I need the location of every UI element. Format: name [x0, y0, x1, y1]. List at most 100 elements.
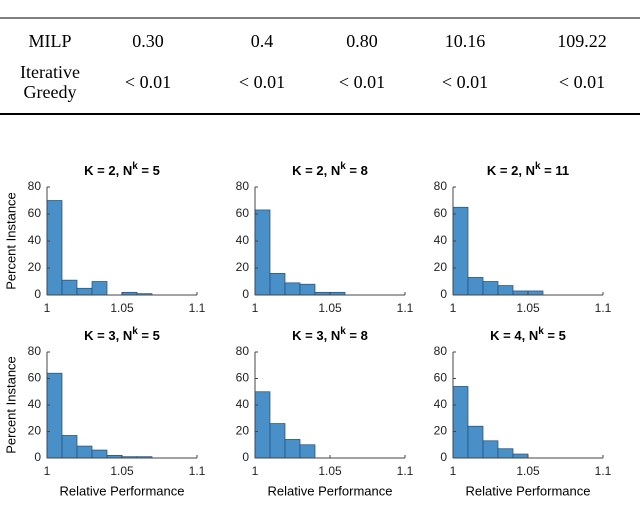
y-tick-label: 40 — [28, 397, 42, 411]
title-part: k — [340, 161, 346, 172]
bar — [269, 273, 286, 296]
chart-title: K = 3, Nk = 5 — [84, 326, 160, 343]
bar — [61, 435, 78, 459]
x-tick-label: 1.05 — [516, 301, 540, 315]
bar — [61, 279, 78, 296]
x-tick-label: 1 — [252, 301, 259, 315]
x-tick-label: 1.1 — [397, 301, 414, 315]
title-part: K = 2, N — [292, 163, 340, 178]
title-part: K = 3, N — [292, 328, 340, 343]
table-cell: < 0.01 — [239, 72, 285, 92]
table-cell: < 0.01 — [125, 72, 171, 92]
y-tick-label: 60 — [28, 371, 42, 385]
title-part: = 5 — [138, 328, 160, 343]
bar — [76, 445, 93, 459]
x-tick-label: 1.1 — [595, 301, 612, 315]
bar — [452, 386, 469, 459]
x-axis-label: Relative Performance — [466, 483, 591, 498]
x-tick-label: 1.05 — [110, 301, 134, 315]
y-tick-label: 0 — [242, 287, 249, 301]
chart-title: K = 3, Nk = 8 — [292, 326, 368, 343]
x-tick-label: 1 — [252, 464, 259, 478]
y-tick-label: 80 — [236, 344, 250, 358]
bar — [254, 391, 271, 459]
title-part: k — [340, 326, 346, 337]
y-tick-label: 40 — [434, 397, 448, 411]
y-tick-label: 0 — [440, 287, 447, 301]
chart: K = 3, Nk = 5 0 20 40 60 80 1 1.05 1.1 Percent In… — [3, 326, 205, 498]
x-tick-label: 1.1 — [595, 464, 612, 478]
title-part: k — [535, 161, 541, 172]
chart: K = 4, Nk = 5 0 20 40 60 80 1 1.05 1.1 Relative P… — [434, 326, 612, 498]
bar — [527, 290, 544, 296]
title-part: = 5 — [138, 163, 160, 178]
y-tick-label: 60 — [434, 371, 448, 385]
x-tick-label: 1.1 — [189, 301, 206, 315]
bar — [46, 200, 63, 296]
table-cell: MILP — [28, 31, 71, 51]
title-part: = 5 — [544, 328, 566, 343]
bar — [91, 449, 108, 459]
x-tick-label: 1.05 — [318, 301, 342, 315]
bar — [482, 440, 499, 459]
table-cell: 0.30 — [132, 31, 164, 51]
bar — [299, 283, 316, 296]
bar — [467, 425, 484, 459]
x-tick-label: 1.05 — [318, 464, 342, 478]
chart-title: K = 2, Nk = 11 — [487, 161, 569, 178]
x-tick-label: 1 — [44, 301, 51, 315]
title-part: K = 4, N — [490, 328, 538, 343]
bar — [497, 448, 514, 459]
y-tick-label: 60 — [236, 371, 250, 385]
chart-title: K = 4, Nk = 5 — [490, 326, 566, 343]
y-tick-label: 20 — [28, 260, 42, 274]
title-part: k — [538, 326, 544, 337]
y-tick-label: 80 — [28, 179, 42, 193]
title-part: k — [132, 161, 138, 172]
y-tick-label: 0 — [440, 450, 447, 464]
y-axis-label: Percent Instance — [3, 356, 18, 454]
title-part: = 11 — [541, 163, 570, 178]
y-tick-label: 40 — [236, 233, 250, 247]
title-part: K = 2, N — [84, 163, 132, 178]
table-cell: 0.4 — [251, 31, 274, 51]
y-tick-label: 20 — [236, 424, 250, 438]
bar — [497, 285, 514, 296]
y-tick-label: 60 — [28, 206, 42, 220]
table-cell: 0.80 — [346, 31, 378, 51]
x-tick-label: 1.05 — [516, 464, 540, 478]
x-axis-label: Relative Performance — [60, 483, 185, 498]
y-tick-label: 40 — [434, 233, 448, 247]
table-cell: < 0.01 — [339, 72, 385, 92]
y-axis-label: Percent Instance — [3, 192, 18, 290]
x-tick-label: 1 — [450, 464, 457, 478]
x-tick-label: 1 — [450, 301, 457, 315]
chart: K = 2, Nk = 11 0 20 40 60 80 1 1.05 1.1 — [434, 161, 612, 315]
title-part: K = 3, N — [84, 328, 132, 343]
chart: K = 2, Nk = 8 0 20 40 60 80 1 1.05 1.1 — [236, 161, 414, 315]
chart-title: K = 2, Nk = 8 — [292, 161, 368, 178]
bar — [284, 439, 301, 459]
title-part: = 8 — [346, 328, 368, 343]
y-tick-label: 20 — [236, 260, 250, 274]
title-part: = 8 — [346, 163, 368, 178]
y-tick-label: 80 — [28, 344, 42, 358]
y-tick-label: 40 — [236, 397, 250, 411]
y-tick-label: 80 — [434, 179, 448, 193]
table-cell: Iterative — [20, 62, 80, 82]
bar — [482, 281, 499, 296]
bar — [467, 277, 484, 296]
x-tick-label: 1.1 — [189, 464, 206, 478]
y-tick-label: 40 — [28, 233, 42, 247]
y-tick-label: 20 — [28, 424, 42, 438]
bar — [46, 372, 63, 459]
bar — [512, 453, 529, 459]
chart: K = 2, Nk = 5 0 20 40 60 80 1 1.05 1.1 Percent In… — [3, 161, 205, 315]
chart-title: K = 2, Nk = 5 — [84, 161, 160, 178]
y-tick-label: 80 — [434, 344, 448, 358]
y-tick-label: 60 — [236, 206, 250, 220]
y-tick-label: 20 — [434, 424, 448, 438]
bar — [512, 290, 529, 296]
